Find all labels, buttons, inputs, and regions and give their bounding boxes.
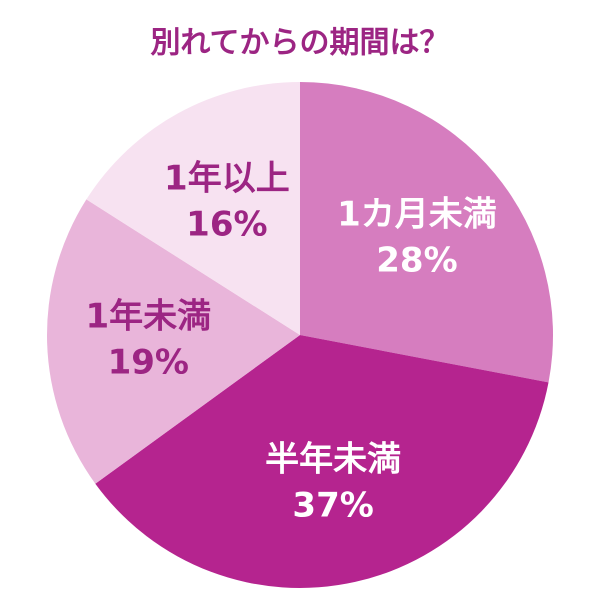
slice-label: 半年未満 xyxy=(265,440,401,480)
pie-slice xyxy=(95,335,549,589)
value-label: 37% xyxy=(292,486,373,526)
slice-label: 1年以上 xyxy=(164,158,290,198)
slice-label: 1カ月未満 xyxy=(337,195,497,235)
value-label: 19% xyxy=(108,342,189,382)
pie-slice xyxy=(300,82,553,383)
chart-title: 別れてからの期間は？ xyxy=(150,26,449,61)
pie-slice xyxy=(86,82,300,335)
value-label: 28% xyxy=(376,241,457,281)
pie-slice xyxy=(46,199,300,484)
value-label: 16% xyxy=(186,204,267,244)
slice-label: 1年未満 xyxy=(85,296,211,336)
